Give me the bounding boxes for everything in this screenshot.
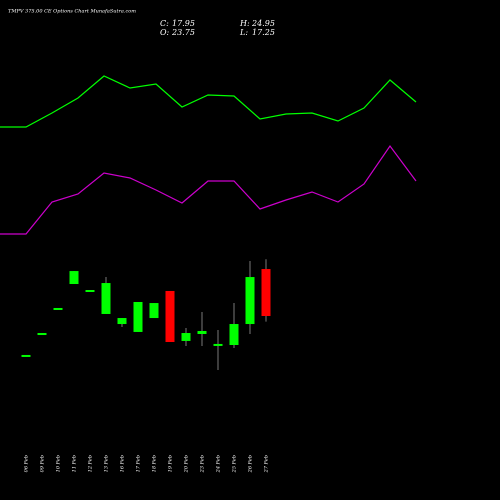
x-tick-label: 24 Feb: [216, 455, 222, 473]
candle-body: [165, 290, 175, 343]
indicator-line: [0, 144, 417, 235]
x-tick-label: 19 Feb: [168, 455, 174, 472]
low-value: 17.25: [252, 28, 275, 37]
indicator-line: [0, 75, 417, 128]
x-tick-label: 18 Feb: [152, 455, 158, 472]
close-prefix: C:: [160, 19, 169, 28]
candle-body: [245, 277, 255, 325]
candle-body: [69, 271, 79, 285]
candle-body: [133, 301, 143, 332]
x-tick-label: 27 Feb: [264, 455, 270, 473]
high-value: 24.95: [251, 19, 275, 28]
x-tick-label: 17 Feb: [136, 455, 142, 472]
x-tick-label: 06 Feb: [24, 455, 30, 472]
candle-body: [53, 307, 63, 310]
chart-title: TMPV 375.00 CE Options Chart MunafaSutra…: [8, 9, 136, 15]
open-value: 23.75: [171, 28, 195, 37]
x-tick-label: 25 Feb: [232, 455, 238, 473]
x-tick-label: 26 Feb: [248, 455, 254, 473]
close-value: 17.95: [172, 19, 195, 28]
x-tick-label: 09 Feb: [40, 455, 46, 472]
x-tick-label: 16 Feb: [120, 455, 126, 472]
open-prefix: O:: [160, 28, 170, 37]
candle-body: [101, 283, 111, 314]
candle-body: [213, 343, 223, 346]
x-tick-label: 23 Feb: [200, 455, 206, 473]
candle-body: [85, 290, 95, 293]
low-prefix: L:: [239, 28, 248, 37]
high-prefix: H:: [239, 19, 250, 28]
x-tick-label: 13 Feb: [104, 455, 110, 472]
x-tick-label: 11 Feb: [72, 455, 78, 472]
candle-body: [261, 269, 271, 317]
candle-body: [21, 354, 31, 357]
candle-body: [181, 333, 191, 341]
candle-body: [117, 318, 127, 325]
x-tick-label: 20 Feb: [184, 455, 190, 473]
candle-body: [197, 330, 207, 334]
x-tick-label: 12 Feb: [88, 455, 94, 472]
candle-body: [229, 324, 239, 346]
x-tick-label: 10 Feb: [56, 455, 62, 472]
candle-body: [37, 333, 47, 336]
candle-body: [149, 303, 159, 319]
